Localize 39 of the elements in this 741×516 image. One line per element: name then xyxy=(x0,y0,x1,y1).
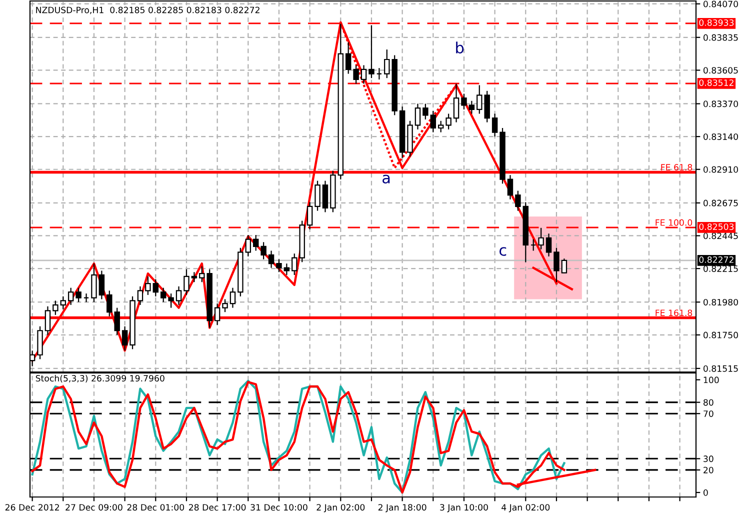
annotation: FE 100.0 xyxy=(656,219,692,226)
y-tick-label: 20 xyxy=(704,466,714,474)
x-tick-label: 27 Dec 09:00 xyxy=(66,504,122,511)
x-tick-label: 2 Jan 18:00 xyxy=(378,504,426,512)
y-tick-label: 0.82215 xyxy=(704,265,738,272)
ref-line-label: 0.82503 xyxy=(699,223,734,230)
y-tick-label: 0.81980 xyxy=(704,298,738,306)
x-tick-label: 31 Dec 10:00 xyxy=(250,504,308,511)
ref-line-label: 0.82272 xyxy=(699,256,734,263)
y-tick-label: 70 xyxy=(704,410,714,417)
chart-title: Stoch(5,3,3) 26.3099 19.7960 xyxy=(36,374,164,383)
ref-line-label: FE 61.8 xyxy=(661,164,692,171)
annotation: b xyxy=(456,42,464,54)
x-tick-label: 28 Dec 17:00 xyxy=(188,504,246,511)
ref-line-label: 0.83512 xyxy=(699,79,734,86)
y-tick-label: 0.82445 xyxy=(704,232,738,240)
y-tick-label: 0.83140 xyxy=(704,133,738,140)
y-tick-label: 80 xyxy=(704,399,714,406)
y-tick-label: 30 xyxy=(704,456,714,462)
x-tick-label: 28 Dec 01:00 xyxy=(127,504,184,511)
y-tick-label: 0.84070 xyxy=(704,0,738,8)
x-tick-label: 2 Jan 02:00 xyxy=(316,504,365,512)
x-tick-label: 3 Jan 10:00 xyxy=(440,504,488,512)
y-tick-label: 0 xyxy=(704,489,708,496)
y-tick-label: 0.82910 xyxy=(704,166,738,173)
annotation: c xyxy=(500,247,506,256)
ref-line-label: 0.83933 xyxy=(699,19,734,26)
x-tick-label: 26 Dec 2012 xyxy=(5,504,59,511)
y-tick-label: 100 xyxy=(704,376,719,384)
annotation: a xyxy=(382,174,390,184)
y-tick-label: 0.83835 xyxy=(704,34,738,41)
y-tick-label: 0.82675 xyxy=(704,200,738,206)
ref-line-label: FE 161.8 xyxy=(656,310,692,316)
y-tick-label: 0.81515 xyxy=(704,365,738,372)
text: NZDUSD-Pro,H1 0.82185 0.82285 0.82183 0.82272 xyxy=(36,6,260,14)
y-tick-label: 0.83605 xyxy=(704,67,738,74)
x-tick-label: 4 Jan 02:00 xyxy=(502,504,550,512)
y-tick-label: 0.81750 xyxy=(704,332,738,338)
y-tick-label: 0.83370 xyxy=(704,100,738,108)
